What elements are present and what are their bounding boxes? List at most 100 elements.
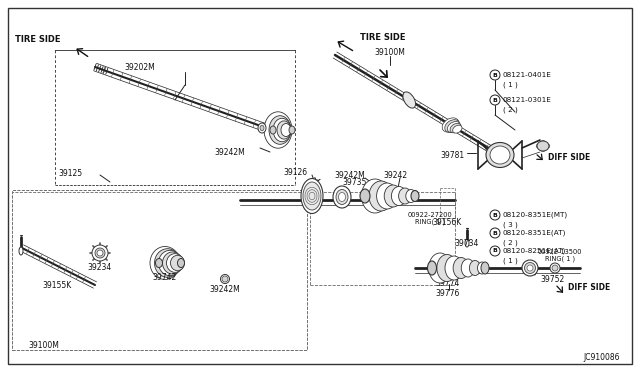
Text: 08120-8351E(MT): 08120-8351E(MT) xyxy=(503,212,568,218)
Text: 39234: 39234 xyxy=(88,263,112,272)
Text: 39100M: 39100M xyxy=(374,48,405,57)
Ellipse shape xyxy=(177,259,184,267)
Ellipse shape xyxy=(452,125,462,133)
Ellipse shape xyxy=(428,261,436,275)
Text: 39155K: 39155K xyxy=(42,280,72,289)
Circle shape xyxy=(492,150,497,154)
Text: RING( 1 ): RING( 1 ) xyxy=(415,219,445,225)
Ellipse shape xyxy=(527,265,533,271)
Circle shape xyxy=(541,140,545,144)
Ellipse shape xyxy=(453,257,469,279)
Ellipse shape xyxy=(303,182,321,210)
Ellipse shape xyxy=(97,250,103,256)
Text: 39100M: 39100M xyxy=(28,341,59,350)
Ellipse shape xyxy=(399,188,412,204)
Ellipse shape xyxy=(273,118,291,142)
Text: 39774: 39774 xyxy=(436,279,460,288)
Circle shape xyxy=(504,157,508,161)
Ellipse shape xyxy=(166,254,184,272)
Text: B: B xyxy=(493,231,497,235)
Ellipse shape xyxy=(362,179,388,213)
Ellipse shape xyxy=(289,126,295,134)
Text: ( 1 ): ( 1 ) xyxy=(503,258,518,264)
Text: 39781: 39781 xyxy=(441,151,465,160)
Ellipse shape xyxy=(437,254,457,282)
Ellipse shape xyxy=(163,252,182,274)
Ellipse shape xyxy=(411,190,419,202)
Ellipse shape xyxy=(270,126,276,134)
Ellipse shape xyxy=(552,265,558,271)
Circle shape xyxy=(490,70,500,80)
Circle shape xyxy=(504,150,508,154)
Text: 08121-0301E: 08121-0301E xyxy=(503,97,552,103)
Ellipse shape xyxy=(445,120,460,132)
Ellipse shape xyxy=(477,262,486,274)
Ellipse shape xyxy=(264,112,292,148)
Ellipse shape xyxy=(170,255,184,271)
Ellipse shape xyxy=(260,125,264,131)
Text: 08120-8351E(AT): 08120-8351E(AT) xyxy=(503,230,566,236)
Bar xyxy=(12,190,307,350)
Text: 00922-13500: 00922-13500 xyxy=(538,249,582,255)
Text: ( 2 ): ( 2 ) xyxy=(503,107,518,113)
Ellipse shape xyxy=(490,146,510,164)
Ellipse shape xyxy=(360,189,370,203)
Text: ( 2 ): ( 2 ) xyxy=(503,240,518,246)
Circle shape xyxy=(490,246,500,256)
Ellipse shape xyxy=(19,247,23,255)
Ellipse shape xyxy=(537,141,549,151)
Text: 08120-8251E(AT): 08120-8251E(AT) xyxy=(503,248,566,254)
Bar xyxy=(12,192,307,350)
Text: 39242M: 39242M xyxy=(214,148,245,157)
Text: 39156K: 39156K xyxy=(433,218,461,227)
Ellipse shape xyxy=(258,123,266,133)
Ellipse shape xyxy=(550,263,560,273)
Ellipse shape xyxy=(445,256,463,280)
Ellipse shape xyxy=(469,260,481,276)
Ellipse shape xyxy=(429,253,451,283)
Text: B: B xyxy=(493,97,497,103)
Ellipse shape xyxy=(403,92,415,108)
Circle shape xyxy=(541,148,545,152)
Text: 00922-27200: 00922-27200 xyxy=(408,212,452,218)
Text: 39242M: 39242M xyxy=(335,170,365,180)
Ellipse shape xyxy=(465,239,469,247)
Text: ( 3 ): ( 3 ) xyxy=(503,222,518,228)
Text: 39735: 39735 xyxy=(343,177,367,186)
Text: B: B xyxy=(493,248,497,253)
Ellipse shape xyxy=(159,250,182,276)
Ellipse shape xyxy=(522,260,538,276)
Circle shape xyxy=(490,210,500,220)
Text: 39242: 39242 xyxy=(383,170,407,180)
Text: DIFF SIDE: DIFF SIDE xyxy=(568,283,611,292)
Text: 08121-0401E: 08121-0401E xyxy=(503,72,552,78)
Text: RING( 1 ): RING( 1 ) xyxy=(545,256,575,262)
Text: B: B xyxy=(493,73,497,77)
Ellipse shape xyxy=(221,275,230,283)
Text: 39776: 39776 xyxy=(436,289,460,298)
Text: 39734: 39734 xyxy=(455,240,479,248)
Circle shape xyxy=(490,228,500,238)
Ellipse shape xyxy=(525,263,536,273)
Text: TIRE SIDE: TIRE SIDE xyxy=(360,32,406,42)
Circle shape xyxy=(492,157,497,161)
Text: DIFF SIDE: DIFF SIDE xyxy=(548,153,590,161)
Ellipse shape xyxy=(150,247,180,279)
Ellipse shape xyxy=(461,259,475,277)
Ellipse shape xyxy=(376,183,397,209)
Ellipse shape xyxy=(269,116,291,144)
Ellipse shape xyxy=(442,118,459,132)
Ellipse shape xyxy=(447,122,460,132)
Ellipse shape xyxy=(92,245,108,261)
Text: 39202M: 39202M xyxy=(125,62,156,71)
Ellipse shape xyxy=(406,189,416,202)
Ellipse shape xyxy=(339,192,346,202)
Text: 39742: 39742 xyxy=(153,273,177,282)
Text: ( 1 ): ( 1 ) xyxy=(503,82,518,88)
Ellipse shape xyxy=(277,121,291,139)
Ellipse shape xyxy=(156,259,163,267)
Ellipse shape xyxy=(392,186,406,205)
Text: 39242M: 39242M xyxy=(210,285,241,294)
Ellipse shape xyxy=(450,124,461,133)
Ellipse shape xyxy=(301,179,323,214)
